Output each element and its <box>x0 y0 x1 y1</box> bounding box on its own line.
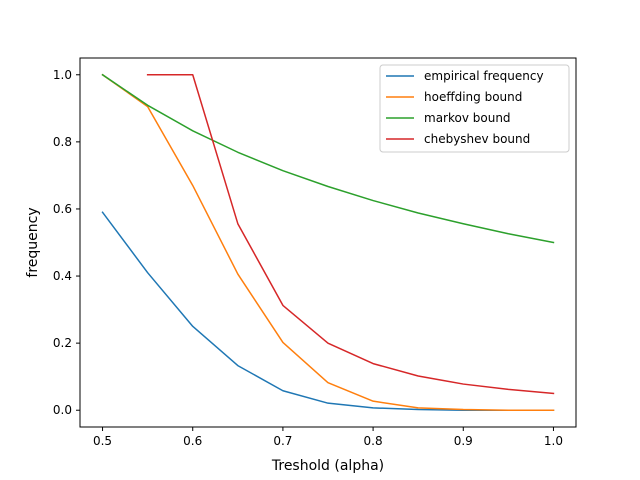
series-line-hoeffding-bound <box>101 73 555 411</box>
legend-label: chebyshev bound <box>424 132 530 146</box>
series-line-empirical-frequency <box>101 211 555 411</box>
y-tick-label: 0.4 <box>53 269 72 283</box>
y-tick-label: 0.2 <box>53 336 72 350</box>
x-tick-label: 0.8 <box>364 434 383 448</box>
y-tick-label: 0.8 <box>53 135 72 149</box>
legend-box <box>379 64 570 153</box>
y-axis: 0.0 0.2 0.4 0.6 0.8 1.0 <box>53 68 80 417</box>
y-tick-label: 0.6 <box>53 202 72 216</box>
legend: empirical frequency hoeffding bound markov… <box>379 64 570 153</box>
plot-frame <box>79 57 577 428</box>
x-tick-label: 0.5 <box>93 434 112 448</box>
x-tick-label: 1.0 <box>544 434 563 448</box>
x-axis-label: Treshold (alpha) <box>271 458 384 474</box>
series-line-chebyshev-bound <box>146 74 555 395</box>
x-tick-label: 0.9 <box>454 434 473 448</box>
x-tick-label: 0.7 <box>273 434 292 448</box>
series-line-markov-bound <box>101 73 555 244</box>
y-axis-label: frequency <box>25 207 41 277</box>
y-tick-label: 0.0 <box>53 403 72 417</box>
legend-label: empirical frequency <box>424 69 544 83</box>
legend-label: markov bound <box>424 111 511 125</box>
y-tick-label: 1.0 <box>53 68 72 82</box>
plot-lines <box>101 73 555 411</box>
x-tick-label: 0.6 <box>183 434 202 448</box>
legend-label: hoeffding bound <box>424 90 522 104</box>
x-axis: 0.5 0.6 0.7 0.8 0.9 1.0 <box>93 427 563 448</box>
